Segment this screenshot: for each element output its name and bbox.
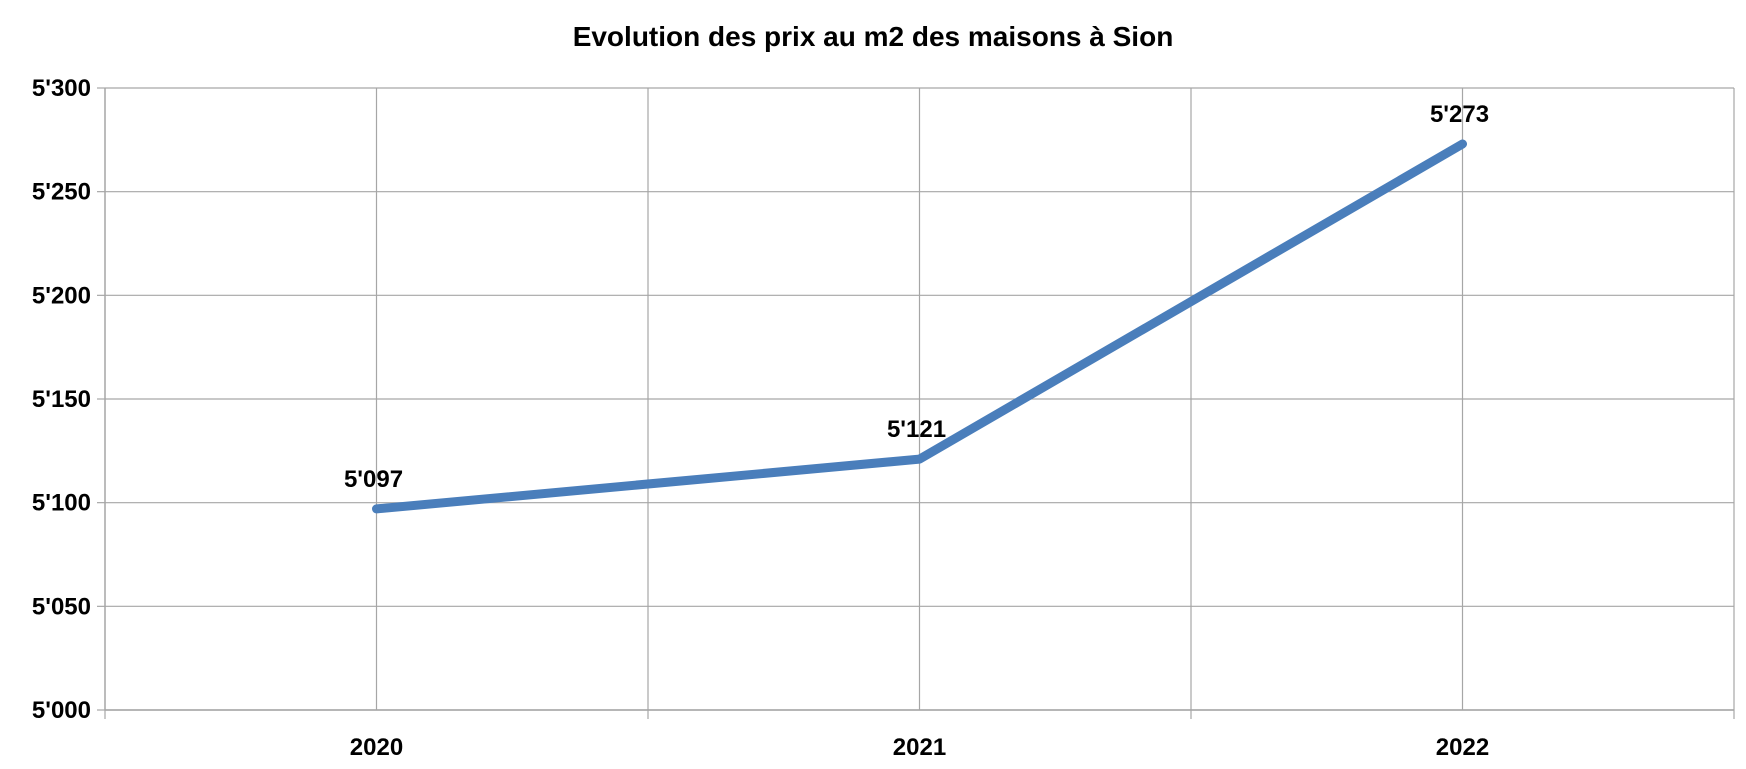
- series-layer: [372, 139, 1467, 514]
- y-tick-label: 5'100: [32, 490, 91, 517]
- axes: 5'000 5'050 5'100 5'150 5'200 5'250 5'300 2020 2…: [32, 75, 1735, 761]
- grid-lines: [105, 87, 1735, 711]
- x-tick-label: 2021: [893, 734, 946, 761]
- data-label: 5'121: [887, 416, 946, 443]
- data-label: 5'273: [1430, 101, 1489, 128]
- y-tick-label: 5'250: [32, 179, 91, 206]
- x-tick-label: 2020: [350, 734, 403, 761]
- y-tick-label: 5'200: [32, 282, 91, 309]
- y-tick-label: 5'300: [32, 75, 91, 102]
- y-tick-label: 5'150: [32, 386, 91, 413]
- chart-title: Evolution des prix au m2 des maisons à S…: [573, 21, 1174, 52]
- y-tick-label: 5'000: [32, 697, 91, 724]
- y-tick-label: 5'050: [32, 593, 91, 620]
- data-label: 5'097: [344, 466, 403, 493]
- data-labels: 5'097 5'121 5'273: [344, 101, 1489, 493]
- x-tick-label: 2022: [1436, 734, 1489, 761]
